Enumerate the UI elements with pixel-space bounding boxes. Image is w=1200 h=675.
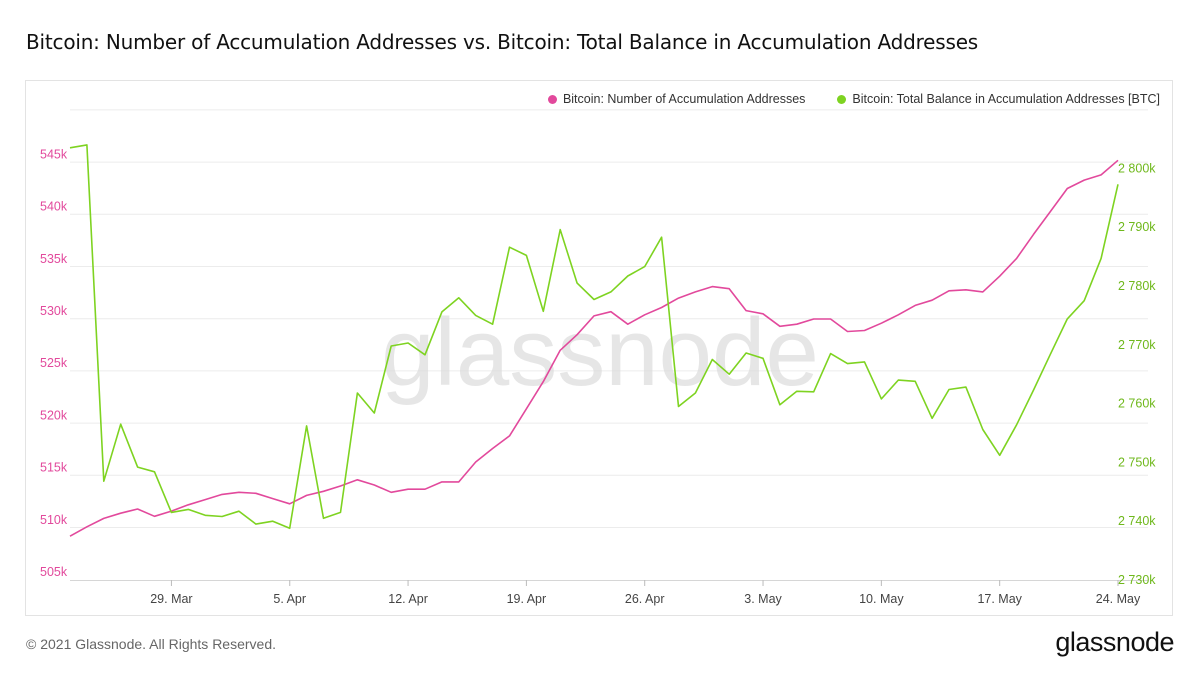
- x-tick-label: 24. May: [1096, 592, 1141, 606]
- left-axis: 505k 510k 515k 520k 525k 530k 535k 540k 545k: [40, 147, 68, 579]
- left-tick-label: 525k: [40, 356, 68, 370]
- left-tick-label: 530k: [40, 304, 68, 318]
- left-tick-label: 545k: [40, 147, 68, 161]
- grid-layer: [70, 109, 1148, 581]
- x-axis: 29. Mar 5. Apr 12. Apr 19. Apr 26. Apr 3. May…: [150, 580, 1141, 606]
- right-tick-label: 2 800k: [1118, 161, 1156, 175]
- right-tick-label: 2 760k: [1118, 397, 1156, 411]
- chart-title: Bitcoin: Number of Accumulation Addresse…: [26, 30, 979, 54]
- x-tick-label: 10. May: [859, 592, 904, 606]
- legend-label-addresses: Bitcoin: Number of Accumulation Addresse…: [562, 92, 806, 106]
- right-tick-label: 2 730k: [1118, 573, 1156, 587]
- left-tick-label: 510k: [40, 513, 68, 527]
- chart-panel: [25, 80, 1173, 616]
- series-line-total-balance: [69, 144, 1119, 530]
- right-tick-label: 2 740k: [1118, 514, 1156, 528]
- series-line-accumulation-addresses: [69, 159, 1119, 537]
- left-tick-label: 505k: [40, 565, 68, 579]
- x-tick-label: 12. Apr: [388, 592, 428, 606]
- left-tick-label: 540k: [40, 200, 68, 214]
- legend-label-balance: Bitcoin: Total Balance in Accumulation A…: [852, 92, 1160, 106]
- legend-dot-addresses: [547, 94, 557, 104]
- left-tick-label: 520k: [40, 408, 68, 422]
- right-tick-label: 2 750k: [1118, 455, 1156, 469]
- x-tick-label: 26. Apr: [625, 592, 665, 606]
- left-tick-label: 535k: [40, 252, 68, 266]
- chart-legend[interactable]: Bitcoin: Number of Accumulation Addresse…: [547, 92, 1160, 106]
- right-tick-label: 2 770k: [1118, 338, 1156, 352]
- right-tick-label: 2 790k: [1118, 220, 1156, 234]
- series-layer: [69, 144, 1119, 537]
- left-tick-label: 515k: [40, 461, 68, 475]
- x-tick-label: 5. Apr: [273, 592, 306, 606]
- copyright-footer: © 2021 Glassnode. All Rights Reserved.: [26, 636, 277, 652]
- right-tick-label: 2 780k: [1118, 279, 1156, 293]
- x-tick-label: 3. May: [744, 592, 782, 606]
- x-tick-label: 17. May: [977, 592, 1022, 606]
- legend-dot-balance: [837, 94, 847, 104]
- right-axis: 2 730k 2 740k 2 750k 2 760k 2 770k 2 780k 2 79…: [1118, 161, 1156, 587]
- x-tick-label: 19. Apr: [507, 592, 547, 606]
- glassnode-logo[interactable]: glassnode: [1055, 627, 1174, 657]
- legend-item-balance[interactable]: Bitcoin: Total Balance in Accumulation A…: [837, 92, 1160, 106]
- x-tick-label: 29. Mar: [150, 592, 192, 606]
- legend-item-addresses[interactable]: Bitcoin: Number of Accumulation Addresse…: [547, 92, 806, 106]
